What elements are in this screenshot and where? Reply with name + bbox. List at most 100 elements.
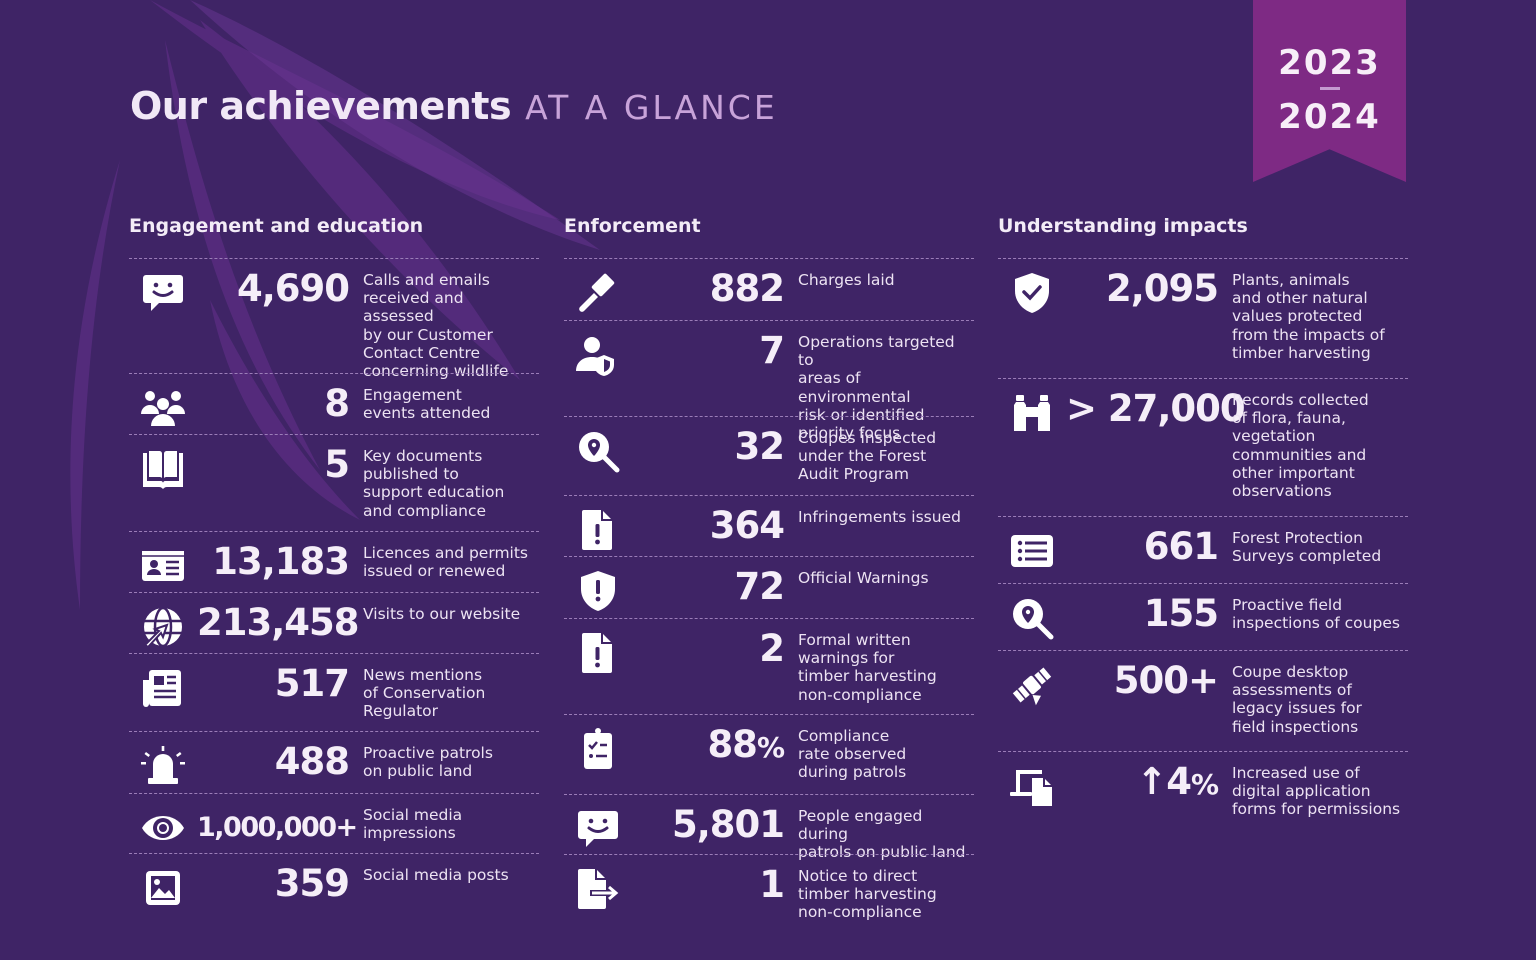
stat-description: Engagement events attended <box>363 386 491 423</box>
column-heading: Enforcement <box>564 215 701 237</box>
stat-description: Increased use of digital application for… <box>1232 764 1401 819</box>
stat-description: Proactive field inspections of coupes <box>1232 596 1400 633</box>
stat-row: 5 Key documents published to support educ… <box>129 434 539 531</box>
file-alert-icon <box>564 619 632 675</box>
stat-row: 72 Official Warnings <box>564 556 974 618</box>
chat-smile-icon <box>129 259 197 315</box>
stat-description: Social media posts <box>363 866 509 884</box>
column-heading: Understanding impacts <box>998 215 1248 237</box>
stat-row: 88% Compliance rate observed during patro… <box>564 714 974 794</box>
stat-value: 2 <box>759 627 785 670</box>
stat-number: ↑4 <box>1136 760 1192 803</box>
column-understanding-impacts: Understanding impacts 2,095 Plants, anima… <box>998 212 1408 831</box>
stat-row: 13,183 Licences and permits issued or ren… <box>129 531 539 592</box>
stat-row: 359 Social media posts <box>129 853 539 913</box>
stat-value: 364 <box>709 504 785 547</box>
stat-value: 488 <box>274 740 350 783</box>
stat-description: Plants, animals and other natural values… <box>1232 271 1385 362</box>
stat-value: > 27,000 <box>1066 387 1246 430</box>
stat-value: 7 <box>759 329 785 372</box>
column-enforcement: Enforcement 882 Charges laid 7 Operations … <box>564 212 974 932</box>
image-icon <box>129 854 197 910</box>
clipboard-checklist-icon <box>564 715 632 771</box>
stat-description: Coupe desktop assessments of legacy issu… <box>1232 663 1362 736</box>
stat-row: 32 Coupes inspected under the Forest Audi… <box>564 416 974 495</box>
shield-alert-icon <box>564 557 632 613</box>
stat-value: 359 <box>274 862 350 905</box>
stat-description: Formal written warnings for timber harve… <box>798 631 937 704</box>
title-subtitle: AT A GLANCE <box>525 88 778 127</box>
eye-icon <box>129 794 197 850</box>
stat-description: Records collected of flora, fauna, veget… <box>1232 391 1369 501</box>
globe-cursor-icon <box>129 593 197 649</box>
stat-description: Notice to direct timber harvesting non-c… <box>798 867 937 922</box>
page-title: Our achievements AT A GLANCE <box>130 84 778 128</box>
stat-description: Infringements issued <box>798 508 961 526</box>
stat-value: 882 <box>709 267 785 310</box>
stat-description: Operations targeted to areas of environm… <box>798 333 955 443</box>
stat-row: 8 Engagement events attended <box>129 373 539 434</box>
title-main: Our achievements <box>130 84 512 128</box>
stat-description: Coupes inspected under the Forest Audit … <box>798 429 937 484</box>
stat-description: News mentions of Conservation Regulator <box>363 666 486 721</box>
stat-description: People engaged during patrols on public … <box>798 807 966 862</box>
user-shield-icon <box>564 321 632 377</box>
stat-value: 2,095 <box>1105 267 1219 310</box>
satellite-icon <box>998 651 1066 707</box>
stat-row: 882 Charges laid <box>564 258 974 320</box>
stat-row: 1,000,000+ Social media impressions <box>129 793 539 853</box>
year-start: 2023 <box>1278 43 1381 83</box>
stat-description: Proactive patrols on public land <box>363 744 493 781</box>
stat-row: 2,095 Plants, animals and other natural v… <box>998 258 1408 378</box>
stat-value: 88% <box>632 715 786 768</box>
siren-icon <box>129 732 197 788</box>
open-book-icon <box>129 435 197 491</box>
stat-value: ↑4% <box>1066 752 1220 805</box>
newspaper-icon <box>129 654 197 710</box>
stat-row: 517 News mentions of Conservation Regulat… <box>129 653 539 731</box>
stat-value: 213,458 <box>197 601 360 644</box>
location-search-icon <box>998 584 1066 640</box>
stat-value: 1 <box>759 863 785 906</box>
stat-description: Calls and emails received and assessed b… <box>363 271 509 381</box>
list-icon <box>998 517 1066 573</box>
column-engagement: Engagement and education 4,690 Calls and … <box>129 212 539 913</box>
binoculars-icon <box>998 379 1066 435</box>
year-dash <box>1320 87 1340 90</box>
stat-row: 2 Formal written warnings for timber harv… <box>564 618 974 714</box>
stat-row: 7 Operations targeted to areas of environ… <box>564 320 974 442</box>
file-export-icon <box>564 855 632 911</box>
stat-description: Visits to our website <box>363 605 521 623</box>
stat-description: Licences and permits issued or renewed <box>363 544 529 581</box>
stat-suffix: % <box>1190 768 1219 801</box>
year-end: 2024 <box>1278 97 1381 137</box>
stat-value: 1,000,000+ <box>197 812 358 843</box>
stat-value: 5 <box>324 443 350 486</box>
stat-row: > 27,000 Records collected of flora, faun… <box>998 378 1408 516</box>
stat-row: 155 Proactive field inspections of coupes <box>998 583 1408 650</box>
stat-row: 4,690 Calls and emails received and asses… <box>129 258 539 380</box>
file-alert-icon <box>564 496 632 552</box>
stat-value: 661 <box>1143 525 1219 568</box>
stat-value: 4,690 <box>236 267 350 310</box>
stat-value: 8 <box>324 382 350 425</box>
stat-value: 13,183 <box>212 540 350 583</box>
stat-value: 72 <box>734 565 786 608</box>
stat-suffix: % <box>756 731 785 764</box>
id-card-icon <box>129 532 197 588</box>
stat-value: 5,801 <box>671 803 785 846</box>
stat-description: Key documents published to support educa… <box>363 447 505 520</box>
stat-row: 213,458 Visits to our website <box>129 592 539 653</box>
stat-description: Compliance rate observed during patrols <box>798 727 907 782</box>
devices-icon <box>998 752 1066 808</box>
chat-smile-icon <box>564 795 632 851</box>
stat-row: 488 Proactive patrols on public land <box>129 731 539 793</box>
stat-value: 500+ <box>1113 659 1219 702</box>
location-search-icon <box>564 417 632 473</box>
year-banner: 2023 2024 <box>1253 0 1406 182</box>
people-group-icon <box>129 374 197 430</box>
stat-value: 155 <box>1143 592 1219 635</box>
stat-row: 364 Infringements issued <box>564 495 974 556</box>
stat-description: Social media impressions <box>363 806 463 843</box>
stat-description: Charges laid <box>798 271 895 289</box>
